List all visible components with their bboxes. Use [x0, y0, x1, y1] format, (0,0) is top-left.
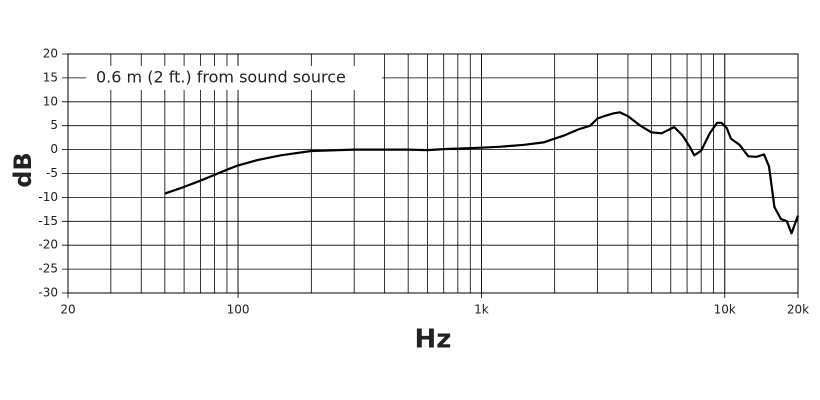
- response-curve: [164, 111, 800, 235]
- y-tick-label: 20: [43, 47, 58, 61]
- x-tick-label: 100: [227, 303, 250, 317]
- x-tick-label: 20k: [787, 303, 809, 317]
- annotation: 0.6 m (2 ft.) from sound source: [96, 67, 346, 86]
- plot-frame: [67, 53, 799, 294]
- y-tick-label: -20: [38, 238, 58, 252]
- x-axis-label: Hz: [415, 325, 452, 355]
- y-tick-label: -5: [46, 166, 58, 180]
- x-tick-label: 1k: [474, 303, 489, 317]
- x-tick-label: 10k: [714, 303, 736, 317]
- y-tick-label: -15: [38, 214, 58, 228]
- y-tick-label: -30: [38, 286, 58, 300]
- y-tick-label: -25: [38, 262, 58, 276]
- y-tick-label: 0: [50, 142, 58, 156]
- y-axis-label: dB: [9, 152, 37, 187]
- y-tick-label: 15: [43, 70, 58, 84]
- y-tick-label: 10: [43, 94, 58, 108]
- x-tick-label: 20: [60, 303, 75, 317]
- y-tick-label: 5: [50, 118, 58, 132]
- y-tick-label: -10: [38, 190, 58, 204]
- annotation-box: [86, 65, 382, 90]
